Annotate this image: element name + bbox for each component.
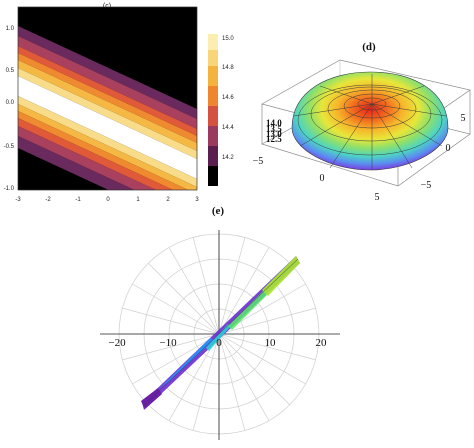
colorbar-segment <box>208 106 218 126</box>
beam-upper-tip <box>262 256 300 296</box>
z-tick: 13.0 <box>266 129 282 139</box>
contour-band-lower-5 <box>18 104 197 190</box>
polar-x-tick: −10 <box>159 337 177 349</box>
colorbar-segment <box>208 146 218 166</box>
contour-band-lower-6 <box>18 96 197 187</box>
x-tick: -1 <box>75 197 81 203</box>
dome-left-axis-ticks: −5 0 5 <box>253 156 380 203</box>
contour-band-upper-4 <box>18 53 197 143</box>
colorbar-tick: 14.2 <box>222 155 234 161</box>
dome-right-axis-ticks: 5 0 −5 <box>421 113 466 191</box>
y-tick: 0.5 <box>6 68 15 74</box>
polar-grid-spoke <box>218 333 246 431</box>
polar-grid-spoke <box>192 333 220 431</box>
beam-centerline <box>142 258 299 407</box>
axis-tick: 0 <box>446 143 451 154</box>
colorbar-tick: 15.0 <box>222 36 234 42</box>
colorbar-tick: 14.6 <box>222 95 234 101</box>
y-tick: -0.5 <box>4 144 15 150</box>
colorbar: 15.0 14.8 14.6 14.4 14.2 <box>208 34 234 186</box>
colorbar-tick: 14.8 <box>222 65 234 71</box>
polar-grid-spoke <box>218 247 270 335</box>
beam-center <box>206 324 231 351</box>
contour-band-lower-3 <box>18 118 174 190</box>
contour-band-upper-3 <box>18 46 197 136</box>
colorbar-segment <box>208 86 218 106</box>
polar-x-tick: 0 <box>216 337 222 349</box>
panel-d-label: (d) <box>362 41 376 53</box>
colorbar-segment <box>208 66 218 86</box>
polar-beam <box>141 256 300 410</box>
dome-mesh <box>293 74 447 170</box>
panel-c: (c) 1.0 0.5 0.0 -0.5 -1.0 <box>4 3 235 203</box>
contour-band-lower-1 <box>18 136 135 190</box>
colorbar-segment <box>208 166 218 186</box>
x-tick: 0 <box>106 197 110 203</box>
polar-grid-spoke <box>218 237 246 335</box>
colorbar-ticks: 15.0 14.8 14.6 14.4 14.2 <box>222 36 234 161</box>
polar-grid-spoke <box>122 333 220 361</box>
axis-tick: 5 <box>461 113 466 124</box>
panel-d: (d) <box>253 41 471 203</box>
contour-band-lower-4 <box>18 111 189 190</box>
polar-grid-spoke <box>218 333 316 361</box>
contour-band-center <box>18 76 197 179</box>
colorbar-tick: 14.4 <box>222 125 234 131</box>
dome-z-ticks: 14.0 13.5 13.0 12.5 <box>266 118 282 144</box>
axis-tick: −5 <box>421 180 432 191</box>
polar-x-tick: 10 <box>265 337 277 349</box>
contour-plot-area <box>18 7 197 190</box>
polar-grid-spoke <box>192 237 220 335</box>
dome-surface <box>291 71 449 171</box>
polar-grid-spoke <box>218 307 316 335</box>
polar-x-ticks: −20 −10 0 10 20 <box>108 337 327 349</box>
colorbar-segment <box>208 34 218 50</box>
z-tick: 14.0 <box>266 118 282 128</box>
beam-upper-mid <box>228 290 268 330</box>
panel-e-label: (e) <box>212 205 225 217</box>
contour-band-upper-2 <box>18 36 197 129</box>
contour-y-ticks: 1.0 0.5 0.0 -0.5 -1.0 <box>4 26 15 192</box>
polar-grid-spoke <box>218 333 306 385</box>
x-tick: 2 <box>166 197 170 203</box>
polar-grid-spoke <box>132 283 220 335</box>
z-tick: 13.5 <box>266 124 282 134</box>
axis-tick: 5 <box>375 192 380 203</box>
x-tick: -2 <box>45 197 51 203</box>
colorbar-segment <box>208 126 218 146</box>
polar-grid-spoke <box>168 247 220 335</box>
contour-band-upper-6 <box>18 68 197 159</box>
y-tick: -1.0 <box>4 186 15 192</box>
contour-x-ticks: -3 -2 -1 0 1 2 3 <box>15 197 199 203</box>
z-tick: 12.5 <box>266 134 282 144</box>
panel-e: (e) −20 −10 0 10 20 <box>100 205 340 440</box>
x-tick: 3 <box>195 197 199 203</box>
polar-grid-spoke <box>218 333 290 405</box>
polar-grid-spoke <box>122 307 220 335</box>
y-tick: 0.0 <box>6 100 15 106</box>
contour-band-upper-5 <box>18 60 197 151</box>
polar-grid-spoke <box>132 333 220 385</box>
contour-band-upper-1 <box>18 26 197 119</box>
axis-tick: −5 <box>253 156 264 167</box>
y-tick: 1.0 <box>6 26 15 32</box>
polar-grid-spoke <box>218 333 270 421</box>
axis-tick: 0 <box>320 173 325 184</box>
polar-grid-spoke <box>148 263 220 335</box>
colorbar-segment <box>208 50 218 66</box>
polar-x-tick: −20 <box>108 337 126 349</box>
contour-band-lower-2 <box>18 126 157 190</box>
polar-x-tick: 20 <box>316 337 328 349</box>
panel-c-label: (c) <box>103 3 111 10</box>
x-tick: -3 <box>15 197 21 203</box>
beam-lower-mid <box>160 338 214 388</box>
contour-frame <box>17 6 198 191</box>
x-tick: 1 <box>136 197 140 203</box>
